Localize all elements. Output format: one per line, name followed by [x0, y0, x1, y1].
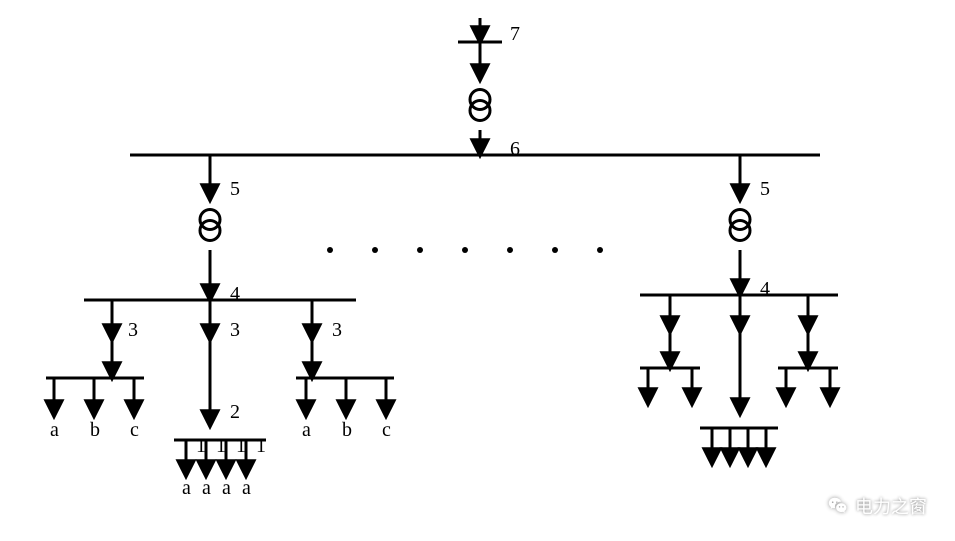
power-tree-diagram: 76554433321111abcabcaaaa — [0, 0, 955, 541]
leaf-label-2: c — [130, 419, 139, 441]
ellipsis-dot — [372, 247, 378, 253]
leaf-label-0: a — [50, 419, 59, 441]
ellipsis-dot — [552, 247, 558, 253]
label-n1a: 1 — [196, 435, 206, 457]
diagram-stage: 76554433321111abcabcaaaa 电力之窗 — [0, 0, 955, 541]
ellipsis-dot — [327, 247, 333, 253]
wechat-icon — [827, 495, 849, 517]
watermark-text: 电力之窗 — [855, 493, 927, 519]
leaf-label-1: b — [90, 419, 100, 441]
label-n6: 6 — [510, 138, 520, 160]
label-n1c: 1 — [236, 435, 246, 457]
label-n5R: 5 — [760, 178, 770, 200]
label-n3c: 3 — [332, 319, 342, 341]
label-n3b: 3 — [230, 319, 240, 341]
label-n5L: 5 — [230, 178, 240, 200]
leaf-label-9: a — [242, 477, 251, 499]
label-n3a: 3 — [128, 319, 138, 341]
wechat-watermark: 电力之窗 — [827, 493, 927, 519]
ellipsis-dot — [417, 247, 423, 253]
label-n4L: 4 — [230, 283, 240, 305]
label-n1b: 1 — [216, 435, 226, 457]
leaf-label-6: a — [182, 477, 191, 499]
label-n4R: 4 — [760, 278, 770, 300]
leaf-label-7: a — [202, 477, 211, 499]
label-n1d: 1 — [256, 435, 266, 457]
leaf-label-8: a — [222, 477, 231, 499]
label-n7: 7 — [510, 23, 520, 45]
leaf-label-3: a — [302, 419, 311, 441]
label-n2: 2 — [230, 401, 240, 423]
leaf-label-4: b — [342, 419, 352, 441]
ellipsis-dot — [507, 247, 513, 253]
ellipsis-dot — [597, 247, 603, 253]
ellipsis-dot — [462, 247, 468, 253]
leaf-label-5: c — [382, 419, 391, 441]
